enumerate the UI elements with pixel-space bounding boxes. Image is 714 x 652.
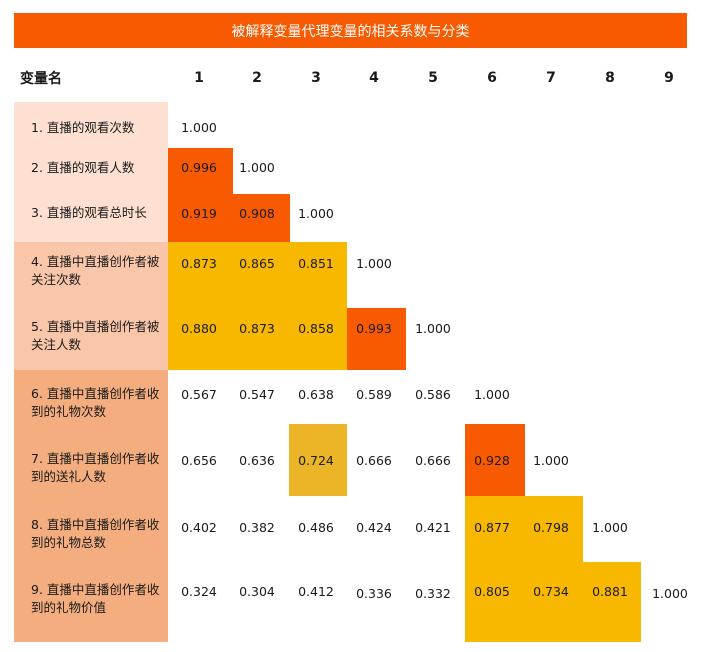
correlation-cell: 0.402 xyxy=(181,520,217,535)
correlation-cell: 0.666 xyxy=(415,453,451,468)
correlation-cell: 0.304 xyxy=(239,584,275,599)
row-label: 9. 直播中直播创作者收到的礼物价值 xyxy=(31,582,160,615)
correlation-cell: 1.000 xyxy=(652,586,688,601)
column-header: 5 xyxy=(428,70,438,86)
correlation-cell: 1.000 xyxy=(533,453,569,468)
correlation-cell: 0.996 xyxy=(181,160,217,175)
correlation-cell: 1.000 xyxy=(356,256,392,271)
row-label: 7. 直播中直播创作者收到的送礼人数 xyxy=(31,451,160,484)
correlation-cell: 0.928 xyxy=(474,453,510,468)
correlation-cell: 0.880 xyxy=(181,321,217,336)
column-header: 6 xyxy=(487,70,497,86)
correlation-cell: 0.638 xyxy=(298,387,334,402)
column-header: 1 xyxy=(194,70,204,86)
highlight-follow-block xyxy=(347,308,406,370)
row-label: 1. 直播的观看次数 xyxy=(31,120,135,135)
row-label: 6. 直播中直播创作者收到的礼物次数 xyxy=(31,386,160,419)
correlation-cell: 0.586 xyxy=(415,387,451,402)
group-band-gifts xyxy=(14,370,168,642)
correlation-cell: 0.993 xyxy=(356,321,392,336)
column-header: 2 xyxy=(252,70,262,86)
correlation-cell: 0.805 xyxy=(474,584,510,599)
correlation-cell: 1.000 xyxy=(181,120,217,135)
correlation-cell: 1.000 xyxy=(298,206,334,221)
column-header: 9 xyxy=(664,70,674,86)
row-label: 5. 直播中直播创作者被关注人数 xyxy=(31,319,160,352)
row-label: 3. 直播的观看总时长 xyxy=(31,205,147,220)
correlation-cell: 1.000 xyxy=(415,321,451,336)
highlight-follow-views-block xyxy=(168,242,347,370)
column-header: 3 xyxy=(311,70,321,86)
highlight-views-block xyxy=(168,194,290,242)
correlation-cell: 1.000 xyxy=(592,520,628,535)
correlation-cell: 1.000 xyxy=(474,387,510,402)
row-label: 2. 直播的观看人数 xyxy=(31,160,135,175)
correlation-cell: 0.332 xyxy=(415,586,451,601)
correlation-cell: 0.881 xyxy=(592,584,628,599)
correlation-cell: 0.567 xyxy=(181,387,217,402)
correlation-cell: 0.873 xyxy=(181,256,217,271)
correlation-cell: 0.858 xyxy=(298,321,334,336)
row-label: 8. 直播中直播创作者收到的礼物总数 xyxy=(31,517,160,550)
row-label: 4. 直播中直播创作者被关注次数 xyxy=(31,254,160,287)
highlight-gift-block xyxy=(583,562,641,642)
column-header: 8 xyxy=(605,70,615,86)
correlation-cell: 0.336 xyxy=(356,586,392,601)
variable-name-header: 变量名 xyxy=(20,71,62,87)
correlation-cell: 1.000 xyxy=(239,160,275,175)
correlation-cell: 0.412 xyxy=(298,584,334,599)
correlation-cell: 0.851 xyxy=(298,256,334,271)
correlation-cell: 0.798 xyxy=(533,520,569,535)
correlation-cell: 0.421 xyxy=(415,520,451,535)
column-header: 7 xyxy=(546,70,556,86)
correlation-cell: 0.724 xyxy=(298,453,334,468)
correlation-cell: 0.919 xyxy=(181,206,217,221)
correlation-cell: 0.908 xyxy=(239,206,275,221)
correlation-cell: 0.865 xyxy=(239,256,275,271)
group-band-views xyxy=(14,102,168,242)
highlight-views-block xyxy=(168,148,233,194)
correlation-cell: 0.547 xyxy=(239,387,275,402)
correlation-cell: 0.877 xyxy=(474,520,510,535)
column-header: 4 xyxy=(369,70,379,86)
table-title: 被解释变量代理变量的相关系数与分类 xyxy=(14,13,687,48)
correlation-cell: 0.873 xyxy=(239,321,275,336)
correlation-cell: 0.734 xyxy=(533,584,569,599)
correlation-cell: 0.486 xyxy=(298,520,334,535)
group-band-follows xyxy=(14,242,168,370)
correlation-cell: 0.424 xyxy=(356,520,392,535)
highlight-cross-cell xyxy=(289,424,347,496)
correlation-cell: 0.666 xyxy=(356,453,392,468)
correlation-cell: 0.656 xyxy=(181,453,217,468)
correlation-cell: 0.589 xyxy=(356,387,392,402)
highlight-gift-block xyxy=(465,496,583,642)
correlation-cell: 0.382 xyxy=(239,520,275,535)
correlation-cell: 0.324 xyxy=(181,584,217,599)
highlight-gift-block xyxy=(465,424,525,496)
correlation-cell: 0.636 xyxy=(239,453,275,468)
